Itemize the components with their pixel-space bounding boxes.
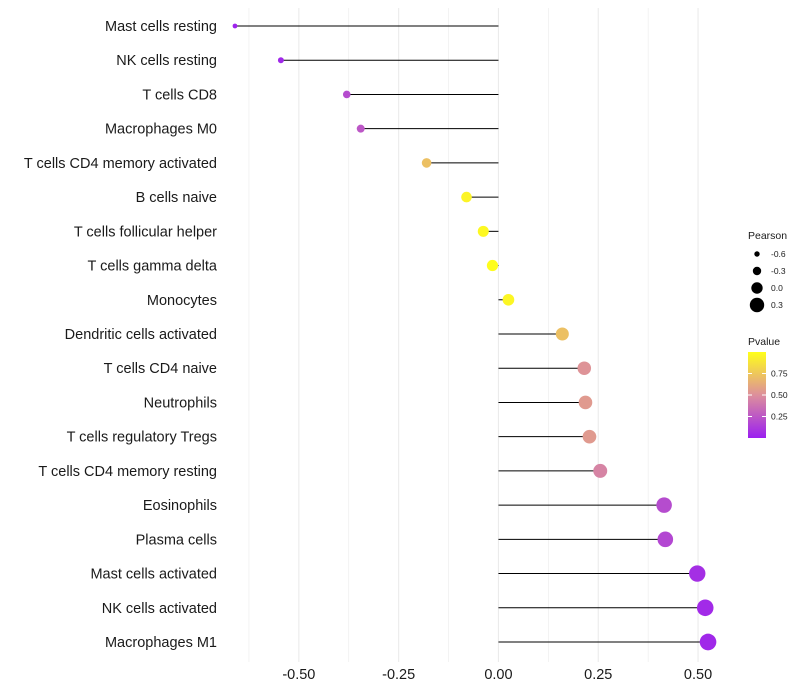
lollipop-dot (555, 327, 569, 341)
pearson-legend-key (752, 266, 762, 276)
category-label: Eosinophils (143, 498, 217, 514)
dot-layer (232, 23, 717, 651)
category-label: Mast cells resting (105, 19, 217, 35)
lollipop-dot (689, 565, 706, 582)
lollipop-dot (342, 90, 351, 99)
x-tick-label: -0.25 (382, 667, 415, 683)
category-label: Mast cells activated (90, 567, 217, 583)
category-labels: Mast cells resting NK cells resting T cell… (24, 19, 218, 651)
category-label: T cells regulatory Tregs (67, 430, 217, 446)
pvalue-tick-label: 0.50 (771, 390, 788, 400)
pvalue-tick-label: 0.75 (771, 369, 788, 379)
lollipop-dot (577, 361, 592, 375)
x-tick-label: 0.25 (584, 667, 612, 683)
category-label: Dendritic cells activated (65, 327, 217, 343)
pearson-legend-title: Pearson (748, 230, 787, 242)
category-label: T cells CD4 memory activated (24, 156, 217, 172)
lollipop-dot (421, 158, 432, 168)
category-label: T cells follicular helper (74, 224, 217, 240)
lollipop-dot (477, 225, 489, 237)
category-label: T cells gamma delta (88, 259, 218, 275)
pvalue-legend-title: Pvalue (748, 336, 780, 348)
category-label: T cells CD4 naive (104, 361, 217, 377)
pearson-legend-label: 0.0 (771, 283, 783, 293)
pearson-legend-label: 0.3 (771, 300, 783, 310)
category-label: B cells naive (136, 190, 217, 206)
category-label: Macrophages M0 (105, 122, 217, 138)
lollipop-dot (656, 497, 672, 513)
lollipop-dot (502, 293, 515, 306)
category-label: Monocytes (147, 293, 217, 309)
pearson-legend-label: -0.3 (771, 266, 786, 276)
lollipop-dot (486, 259, 499, 272)
pvalue-legend: Pvalue 0.25 0.50 0.75 (748, 336, 788, 438)
lollipop-dot (356, 124, 365, 133)
lollipop-dot (461, 191, 472, 203)
category-label: Plasma cells (136, 532, 217, 548)
pearson-legend-key (754, 251, 760, 257)
x-tick-label: 0.00 (484, 667, 512, 683)
pearson-legend-label: -0.6 (771, 249, 786, 259)
category-label: NK cells resting (116, 53, 217, 69)
lollipop-dot (578, 395, 593, 410)
pearson-legend-key (751, 282, 763, 294)
category-label: Neutrophils (144, 395, 217, 411)
x-tick-label: -0.50 (282, 667, 315, 683)
lollipop-dot (582, 429, 597, 444)
grid-layer (248, 8, 699, 662)
pvalue-colorbar (748, 352, 766, 438)
x-tick-label: 0.50 (684, 667, 712, 683)
pearson-legend-key (749, 297, 765, 313)
lollipop-dot (277, 57, 284, 64)
stem-layer (234, 25, 709, 643)
category-label: Macrophages M1 (105, 635, 217, 651)
lollipop-dot (699, 633, 717, 651)
category-label: NK cells activated (102, 601, 217, 617)
lollipop-dot (696, 599, 714, 617)
x-axis-ticks: -0.50 -0.25 0.00 0.25 0.50 (282, 667, 712, 683)
pearson-legend: Pearson -0.6 -0.3 0.0 0.3 (748, 230, 787, 313)
lollipop-dot (657, 531, 674, 548)
category-label: T cells CD8 (142, 87, 217, 103)
pvalue-tick-label: 0.25 (771, 412, 788, 422)
lollipop-dot (232, 23, 238, 29)
category-label: T cells CD4 memory resting (38, 464, 217, 480)
lollipop-dot (593, 463, 608, 478)
